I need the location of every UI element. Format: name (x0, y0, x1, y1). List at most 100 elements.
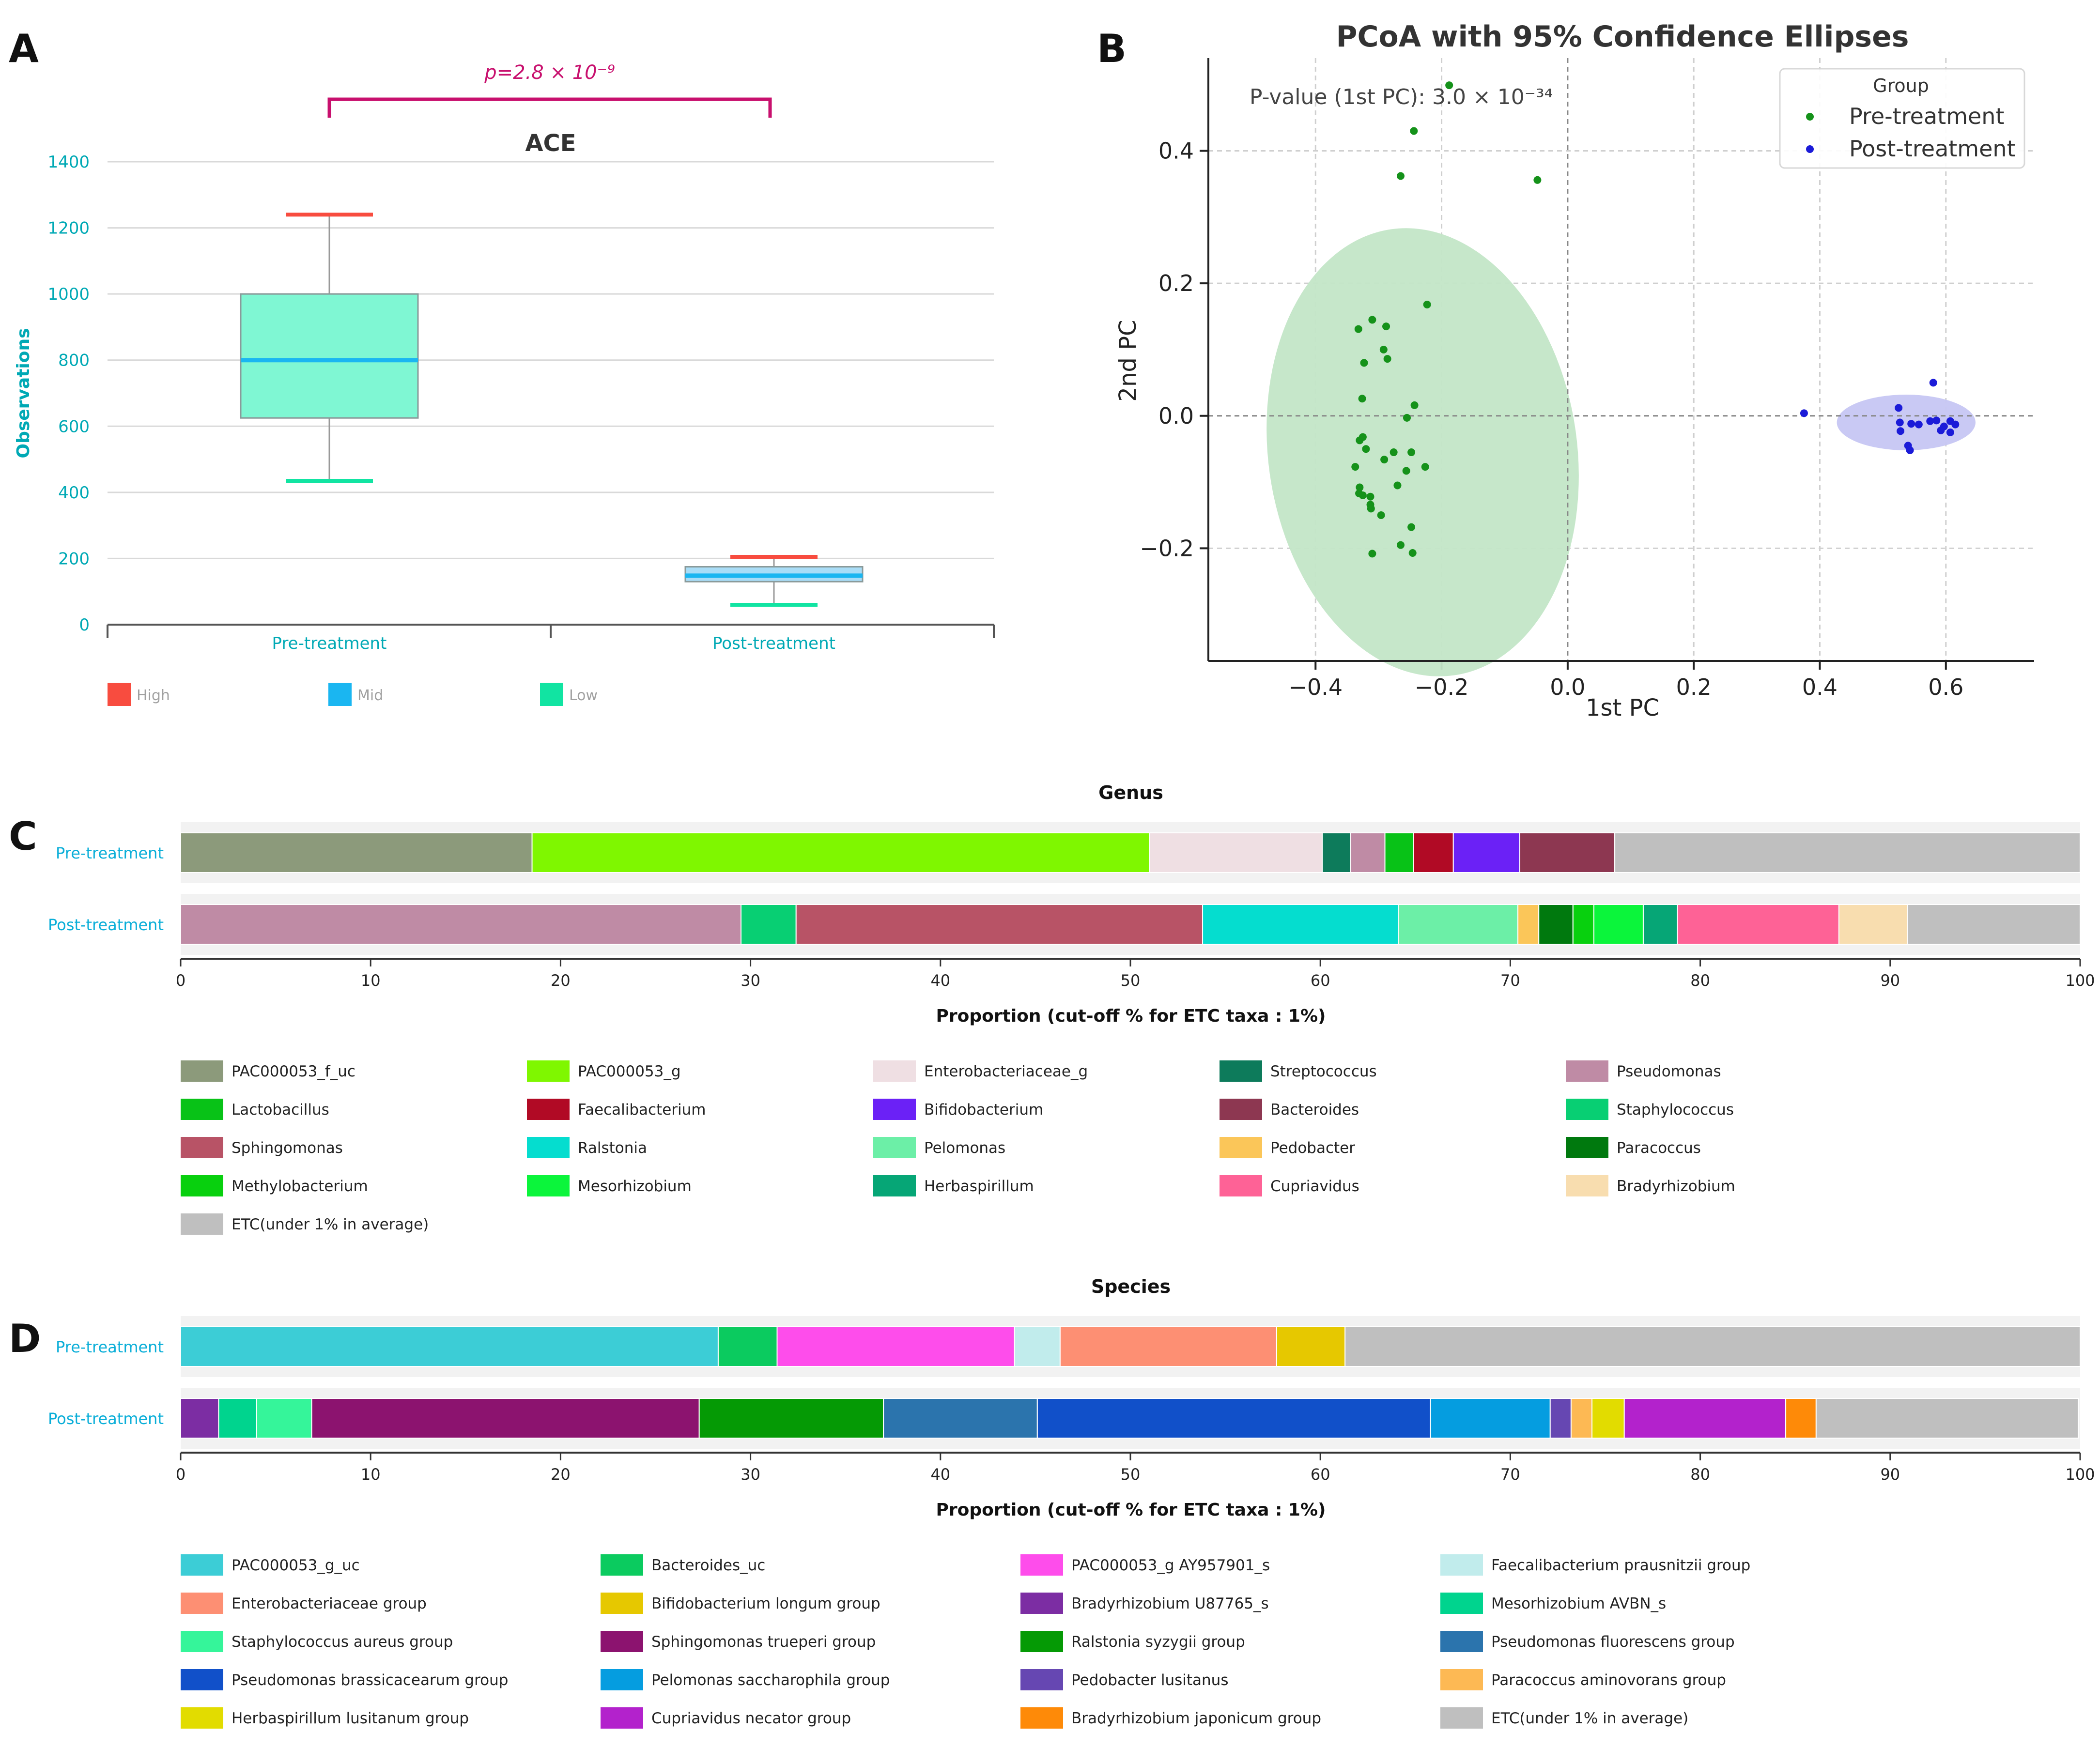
legend-label: ETC(under 1% in average) (232, 1216, 429, 1233)
data-point (1368, 550, 1376, 558)
legend-label: Herbaspirillum (924, 1178, 1034, 1195)
data-point (1445, 81, 1453, 90)
data-point (1907, 420, 1915, 428)
legend-swatch (873, 1137, 916, 1158)
y-tick-label: 1000 (47, 285, 90, 304)
x-axis-label: 1st PC (1586, 694, 1659, 721)
bar-segment (1059, 1326, 1277, 1367)
bar-segment (256, 1398, 312, 1439)
legend-swatch (1220, 1099, 1262, 1120)
legend-label: Mid (357, 687, 383, 704)
data-point (1367, 505, 1375, 513)
legend-label: ETC(under 1% in average) (1491, 1710, 1688, 1727)
data-point (1368, 316, 1376, 324)
legend-swatch (527, 1137, 570, 1158)
category-label: Post-treatment (48, 1410, 164, 1428)
legend-label: Staphylococcus aureus group (232, 1633, 453, 1651)
legend-label: Faecalibacterium (578, 1101, 706, 1119)
data-point (1380, 456, 1389, 464)
data-point (1403, 414, 1411, 422)
y-tick-label: 600 (58, 417, 90, 436)
bar-segment (180, 904, 741, 945)
legend-swatch (1566, 1175, 1608, 1196)
data-point (1379, 345, 1388, 353)
data-point (1800, 409, 1808, 417)
y-tick-label: 0.4 (1158, 138, 1194, 164)
bar-segment (180, 1398, 219, 1439)
data-point (1396, 541, 1405, 549)
species-stacked-bar: Species Pre-treatment Post-treatment 0 10 20 3… (48, 1276, 2095, 1729)
x-tick-label: 60 (1311, 971, 1330, 990)
data-point (1407, 523, 1416, 531)
legend-swatch (181, 1593, 223, 1614)
legend-label: Paracoccus aminovorans group (1491, 1671, 1726, 1689)
legend-swatch (181, 1213, 223, 1235)
legend-swatch (181, 1707, 223, 1729)
legend-swatch (601, 1593, 643, 1614)
data-point (1407, 448, 1416, 457)
x-axis-label: Proportion (cut-off % for ETC taxa : 1%) (936, 1500, 1326, 1520)
x-tick-label: 10 (361, 1465, 381, 1484)
x-tick-label: 90 (1880, 1465, 1900, 1484)
y-tick-label: 400 (58, 483, 90, 503)
legend-swatch (601, 1631, 643, 1652)
x-tick-label: Pre-treatment (272, 634, 387, 653)
x-tick-label: 70 (1500, 1465, 1520, 1484)
legend-label: Bradyrhizobium japonicum group (1071, 1710, 1321, 1727)
legend-swatch (1220, 1060, 1262, 1082)
data-point (1946, 428, 1954, 436)
legend-marker (1806, 113, 1814, 121)
data-point (1402, 467, 1410, 475)
legend-swatch (181, 1137, 223, 1158)
legend-label: Sphingomonas trueperi group (651, 1633, 876, 1651)
data-point (1533, 176, 1542, 184)
legend-label: PAC000053_f_uc (232, 1063, 355, 1080)
data-point (1382, 322, 1390, 331)
legend-swatch (1566, 1099, 1608, 1120)
legend-label: Pre-treatment (1849, 103, 2005, 129)
legend-label: Pseudomonas fluorescens group (1491, 1633, 1735, 1651)
legend-swatch (108, 683, 131, 706)
panel-label-d: D (9, 1316, 41, 1361)
y-tick-label: 200 (58, 549, 90, 568)
bar-segment (1907, 904, 2081, 945)
legend-label: High (137, 687, 170, 704)
legend-label: Post-treatment (1849, 136, 2016, 162)
legend-swatch (181, 1099, 223, 1120)
legend-label: Bacteroides (1270, 1101, 1359, 1119)
y-tick-label: 0.0 (1158, 403, 1194, 429)
bar-segment (531, 832, 1150, 873)
bar-segment (1344, 1326, 2081, 1367)
data-point (1356, 483, 1364, 491)
y-axis-label: Observations (14, 328, 33, 458)
legend-label: Lactobacillus (232, 1101, 329, 1119)
legend-label: Ralstonia (578, 1139, 647, 1157)
ace-boxplot: 0 200 400 600 800 1000 1200 1400 Observations ACE… (14, 61, 995, 706)
x-tick-label: 20 (551, 1465, 571, 1484)
legend-swatch (181, 1060, 223, 1082)
data-point (1915, 420, 1923, 429)
x-tick-label: 0.6 (1928, 674, 1963, 700)
data-point (1393, 481, 1402, 490)
legend-label: Pedobacter lusitanus (1071, 1671, 1228, 1689)
legend-swatch (1020, 1554, 1063, 1576)
panel-label-a: A (9, 26, 39, 71)
x-tick-label: 100 (2065, 1465, 2095, 1484)
legend-swatch (540, 683, 563, 706)
bar-segment (1517, 904, 1540, 945)
legend-swatch (527, 1060, 570, 1082)
legend-swatch (1440, 1554, 1483, 1576)
y-tick-label: −0.2 (1140, 535, 1194, 561)
legend-swatch (527, 1175, 570, 1196)
x-tick-label: 40 (930, 971, 950, 990)
data-point (1408, 549, 1417, 557)
bar-segment (218, 1398, 257, 1439)
legend-label: Bacteroides_uc (651, 1557, 765, 1574)
legend-swatch (181, 1554, 223, 1576)
legend-label: Herbaspirillum lusitanum group (232, 1710, 469, 1727)
data-point (1895, 404, 1903, 412)
p-value-annotation: P-value (1st PC): 3.0 × 10⁻³⁴ (1250, 85, 1553, 109)
category-label: Pre-treatment (56, 844, 164, 862)
x-tick-label: 0 (176, 1465, 185, 1484)
data-point (1929, 379, 1937, 387)
